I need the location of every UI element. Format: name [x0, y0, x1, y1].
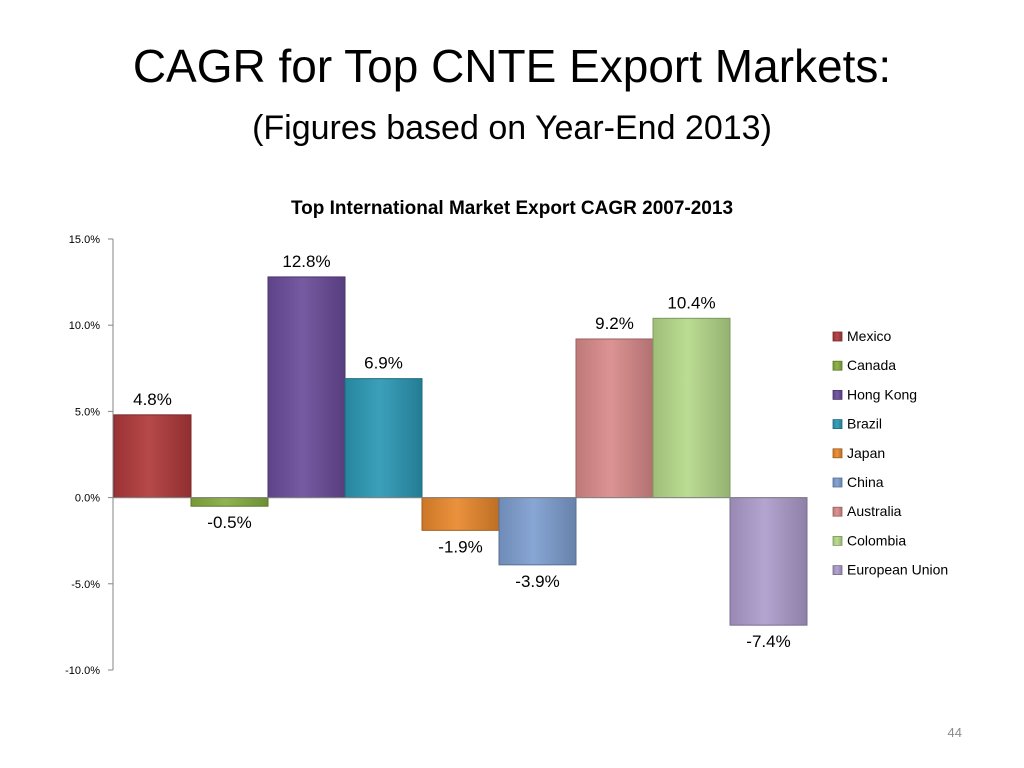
- data-label: -1.9%: [438, 537, 482, 556]
- y-tick-label: 15.0%: [69, 234, 100, 246]
- legend-swatch: [832, 419, 843, 430]
- data-label: -7.4%: [746, 632, 790, 651]
- data-label: 4.8%: [133, 390, 172, 409]
- y-tick-label: -5.0%: [71, 579, 100, 591]
- data-label: -3.9%: [515, 572, 559, 591]
- data-label: 10.4%: [667, 293, 715, 312]
- bar-japan: [421, 497, 500, 531]
- data-label: -0.5%: [207, 513, 251, 532]
- y-tick-label: -10.0%: [65, 665, 100, 677]
- bar-hong-kong: [267, 276, 346, 499]
- legend-label: Canada: [847, 357, 896, 373]
- legend-label: Japan: [847, 445, 885, 461]
- legend-label: Colombia: [847, 532, 906, 548]
- data-labels-group: 4.8% -0.5% 12.8% 6.9% -1.9% -3.9% 9.2% 10.4% -7.…: [133, 252, 791, 651]
- data-label: 12.8%: [282, 252, 330, 271]
- bar-china: [498, 497, 577, 566]
- slide-title: CAGR for Top CNTE Export Markets:: [132, 40, 892, 92]
- legend-label: China: [847, 474, 884, 490]
- y-tick-label: 10.0%: [69, 320, 100, 332]
- legend-label: Brazil: [847, 416, 882, 432]
- cagr-bar-chart: Top International Market Export CAGR 200…: [65, 198, 948, 677]
- legend-swatch: [832, 536, 843, 546]
- page-number: 44: [947, 725, 962, 740]
- legend-swatch: [832, 360, 843, 371]
- y-axis: 15.0% 10.0% 5.0% 0.0% -5.0% -10.0%: [65, 234, 114, 677]
- legend-swatch: [832, 565, 843, 575]
- data-label: 9.2%: [595, 314, 634, 333]
- bar-mexico: [113, 414, 192, 499]
- legend-label: Mexico: [847, 328, 892, 344]
- legend-swatch: [832, 506, 843, 517]
- bar-brazil: [344, 378, 423, 499]
- slide-subtitle: (Figures based on Year-End 2013): [252, 109, 772, 147]
- bar-european-union: [729, 497, 808, 626]
- bar-australia: [575, 338, 654, 499]
- bars-group: [113, 276, 808, 626]
- y-tick-label: 0.0%: [75, 493, 100, 505]
- legend-label: Hong Kong: [847, 386, 917, 402]
- data-label: 6.9%: [364, 354, 403, 373]
- legend-swatch: [832, 389, 843, 400]
- legend-swatch: [832, 477, 843, 488]
- legend-swatch: [832, 331, 843, 342]
- legend: Mexico Canada Hong Kong Brazil Japan China Aus…: [832, 328, 948, 578]
- legend-swatch: [832, 448, 843, 459]
- legend-label: Australia: [847, 503, 902, 519]
- bar-canada: [190, 497, 269, 507]
- chart-title: Top International Market Export CAGR 200…: [291, 198, 733, 219]
- bar-colombia: [652, 317, 731, 499]
- legend-label: European Union: [847, 562, 948, 578]
- y-tick-label: 5.0%: [75, 406, 100, 418]
